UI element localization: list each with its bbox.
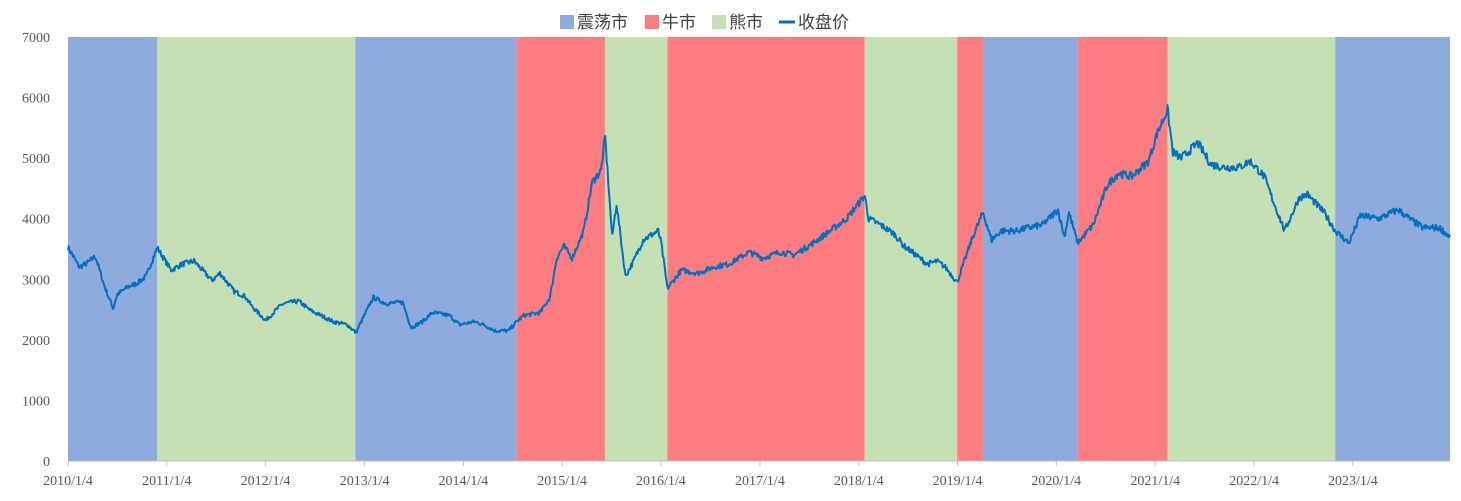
y-tick-label: 6000 bbox=[22, 92, 50, 107]
legend-item-bear: 熊市 bbox=[712, 13, 763, 33]
legend-swatch bbox=[560, 15, 574, 29]
legend: 震荡市 牛市 熊市 收盘价 bbox=[560, 13, 849, 33]
axes: 0 1000 2000 3000 4000 5000 6000 7000 2010/1/4 201… bbox=[22, 31, 1450, 489]
legend-label: 熊市 bbox=[729, 13, 763, 33]
x-tick-label: 2011/1/4 bbox=[142, 474, 191, 489]
x-tick-label: 2010/1/4 bbox=[43, 474, 93, 489]
x-tick-label: 2016/1/4 bbox=[636, 474, 686, 489]
legend-label: 震荡市 bbox=[577, 13, 628, 33]
x-tick-label: 2014/1/4 bbox=[438, 474, 488, 489]
regime-band-range bbox=[68, 37, 158, 461]
x-tick-label: 2013/1/4 bbox=[340, 474, 390, 489]
legend-swatch bbox=[712, 15, 726, 29]
legend-item-close: 收盘价 bbox=[779, 13, 849, 33]
legend-item-bull: 牛市 bbox=[645, 13, 696, 33]
regime-band-bull bbox=[957, 37, 983, 461]
y-tick-label: 4000 bbox=[22, 213, 50, 228]
legend-item-range: 震荡市 bbox=[560, 13, 628, 33]
y-tick-label: 0 bbox=[43, 455, 50, 470]
x-tick-label: 2017/1/4 bbox=[735, 474, 785, 489]
regime-band-bear bbox=[157, 37, 356, 461]
regime-bands bbox=[68, 37, 1450, 461]
regime-band-bear bbox=[605, 37, 668, 461]
x-tick-label: 2019/1/4 bbox=[933, 474, 983, 489]
x-tick-label: 2018/1/4 bbox=[834, 474, 884, 489]
regime-band-bear bbox=[1167, 37, 1336, 461]
y-tick-label: 5000 bbox=[22, 152, 50, 167]
x-tick-label: 2022/1/4 bbox=[1229, 474, 1279, 489]
regime-band-range bbox=[1335, 37, 1450, 461]
regime-band-range bbox=[982, 37, 1078, 461]
x-tick-label: 2020/1/4 bbox=[1031, 474, 1081, 489]
x-tick-label: 2012/1/4 bbox=[241, 474, 291, 489]
regime-band-bull bbox=[1077, 37, 1168, 461]
y-tick-label: 7000 bbox=[22, 31, 50, 46]
legend-label: 牛市 bbox=[662, 13, 696, 33]
y-tick-label: 2000 bbox=[22, 334, 50, 349]
x-tick-label: 2015/1/4 bbox=[537, 474, 587, 489]
regime-band-range bbox=[355, 37, 517, 461]
regime-band-bull bbox=[667, 37, 865, 461]
legend-label: 收盘价 bbox=[798, 13, 849, 33]
y-tick-label: 1000 bbox=[22, 394, 50, 409]
x-tick-label: 2023/1/4 bbox=[1328, 474, 1378, 489]
y-tick-label: 3000 bbox=[22, 273, 50, 288]
close-price-line bbox=[67, 104, 1451, 334]
close-price-series bbox=[67, 104, 1451, 334]
legend-swatch bbox=[645, 15, 659, 29]
x-tick-label: 2021/1/4 bbox=[1130, 474, 1180, 489]
